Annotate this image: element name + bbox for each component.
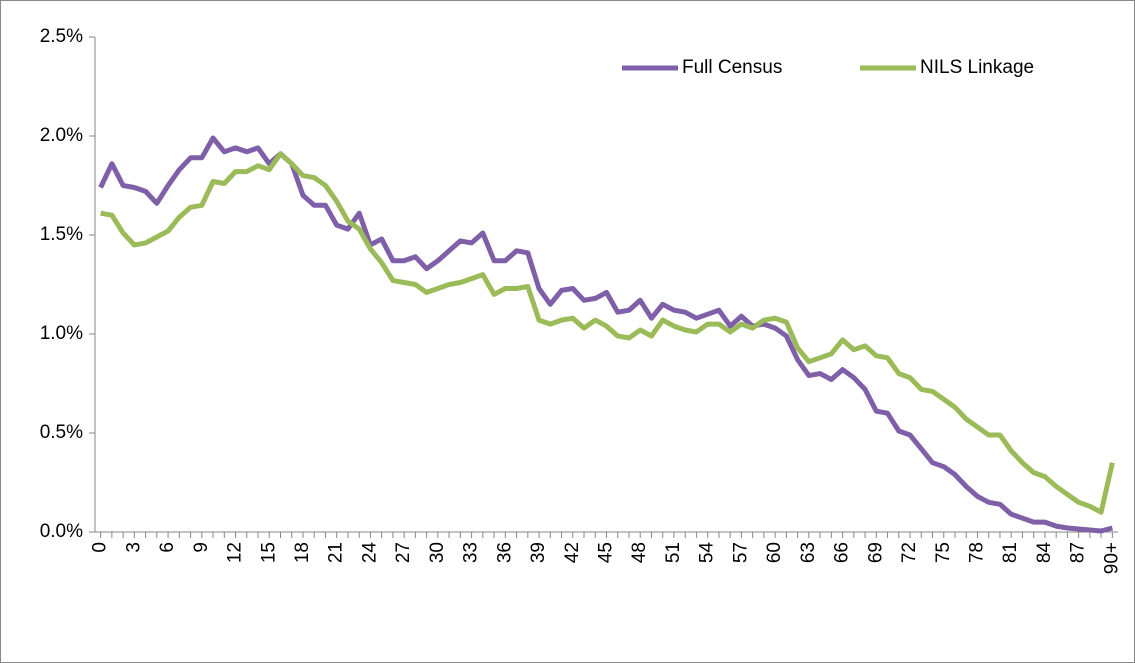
x-tick-label: 30 xyxy=(427,542,448,563)
x-tick-label: 9 xyxy=(191,542,212,553)
legend-label: Full Census xyxy=(682,57,782,78)
x-tick-label: 63 xyxy=(798,542,819,563)
x-tick-label: 18 xyxy=(292,542,313,563)
x-tick-label: 90+ xyxy=(1101,542,1122,574)
x-tick-label: 84 xyxy=(1034,542,1055,564)
series-line xyxy=(98,135,1114,534)
x-tick-label: 42 xyxy=(562,542,583,563)
x-tick-label: 12 xyxy=(225,542,246,563)
x-tick-label: 51 xyxy=(663,542,684,563)
x-tick-label: 3 xyxy=(123,542,144,553)
x-tick-label: 54 xyxy=(697,542,718,564)
x-tick-label: 66 xyxy=(832,542,853,563)
x-tick-label: 57 xyxy=(730,542,751,563)
y-tick-label: 2.5% xyxy=(40,26,83,47)
x-tick-label: 48 xyxy=(629,542,650,563)
x-tick-label: 72 xyxy=(899,542,920,563)
x-tick-label: 33 xyxy=(461,542,482,563)
x-tick-label: 6 xyxy=(157,542,178,553)
x-tick-label: 45 xyxy=(596,542,617,563)
y-tick-label: 2.0% xyxy=(40,125,83,146)
x-tick-label: 15 xyxy=(258,542,279,563)
x-tick-label: 78 xyxy=(966,542,987,563)
y-tick-label: 0.0% xyxy=(40,521,83,542)
x-tick-label: 24 xyxy=(359,542,380,564)
x-tick-label: 39 xyxy=(528,542,549,563)
y-tick-label: 0.5% xyxy=(40,422,83,443)
x-tick-label: 27 xyxy=(393,542,414,563)
x-tick-label: 0 xyxy=(90,542,111,553)
x-tick-label: 87 xyxy=(1068,542,1089,563)
y-tick-label: 1.5% xyxy=(40,224,83,245)
x-tick-label: 81 xyxy=(1000,542,1021,563)
x-tick-label: 36 xyxy=(494,542,515,563)
x-tick-label: 69 xyxy=(865,542,886,563)
x-tick-label: 21 xyxy=(326,542,347,563)
x-tick-label: 75 xyxy=(933,542,954,563)
series-line xyxy=(100,151,1115,515)
legend-label: NILS Linkage xyxy=(920,57,1034,78)
y-tick-label: 1.0% xyxy=(40,323,83,344)
x-tick-label: 60 xyxy=(764,542,785,563)
